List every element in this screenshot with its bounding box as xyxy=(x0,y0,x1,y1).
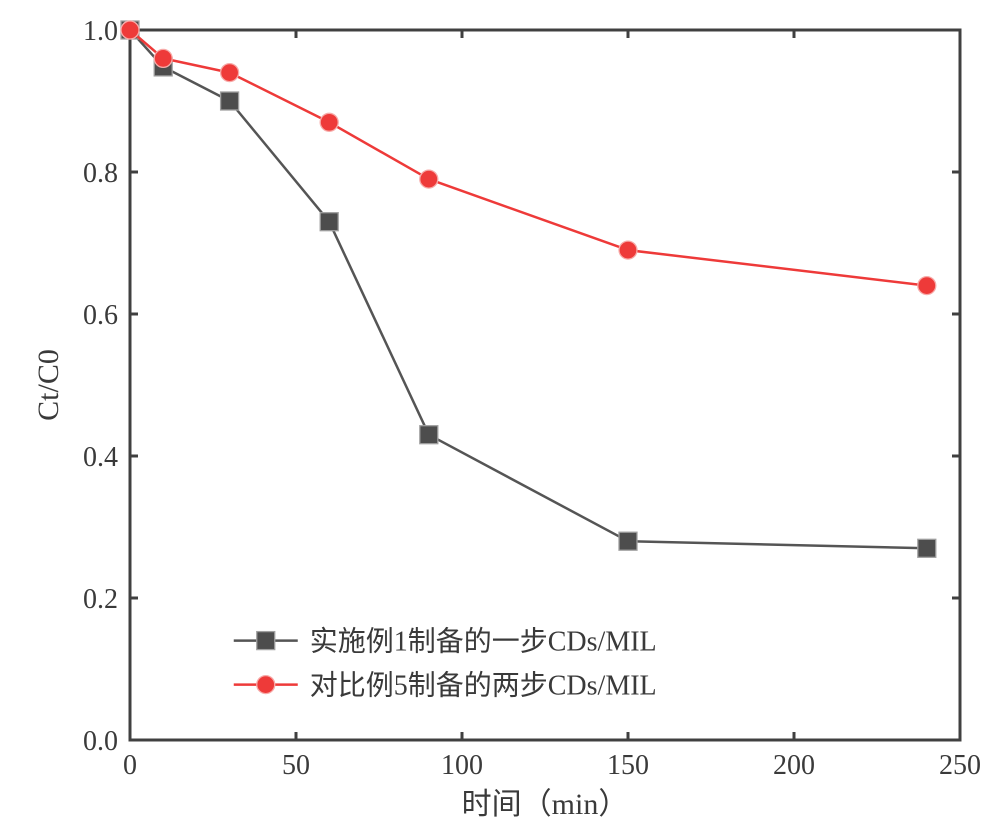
x-tick-label: 200 xyxy=(773,750,815,781)
y-tick-label: 0.0 xyxy=(83,726,118,757)
chart-svg: 0 50 100 150 200 250 0.0 0.2 0.4 0.6 0.8 1.0 时间（min）… xyxy=(0,0,1000,820)
series-marker xyxy=(619,241,637,259)
x-axis-label: 时间（min） xyxy=(462,788,629,820)
x-tick-label: 150 xyxy=(607,750,649,781)
series-marker xyxy=(221,92,239,110)
series-marker xyxy=(320,213,338,231)
y-tick-label: 0.8 xyxy=(83,158,118,189)
series-marker xyxy=(121,21,139,39)
x-tick-label: 0 xyxy=(123,750,137,781)
series-marker xyxy=(918,539,936,557)
series-marker xyxy=(320,113,338,131)
x-tick-label: 250 xyxy=(939,750,981,781)
legend-marker xyxy=(257,632,275,650)
series-marker xyxy=(918,277,936,295)
series-marker xyxy=(420,170,438,188)
legend-marker xyxy=(257,676,275,694)
y-tick-label: 0.2 xyxy=(83,584,118,615)
legend-label: 实施例1制备的一步CDs/MIL xyxy=(310,625,657,657)
y-tick-label: 0.4 xyxy=(83,442,118,473)
x-tick-label: 50 xyxy=(282,750,310,781)
series-marker xyxy=(221,64,239,82)
y-tick-label: 1.0 xyxy=(83,16,118,47)
y-axis-label: Ct/C0 xyxy=(32,349,65,421)
series-marker xyxy=(154,49,172,67)
x-tick-label: 100 xyxy=(441,750,483,781)
legend-label: 对比例5制备的两步CDs/MIL xyxy=(310,669,657,701)
y-tick-label: 0.6 xyxy=(83,300,118,331)
chart-container: 0 50 100 150 200 250 0.0 0.2 0.4 0.6 0.8 1.0 时间（min）… xyxy=(0,0,1000,820)
series-marker xyxy=(619,532,637,550)
series-marker xyxy=(420,426,438,444)
